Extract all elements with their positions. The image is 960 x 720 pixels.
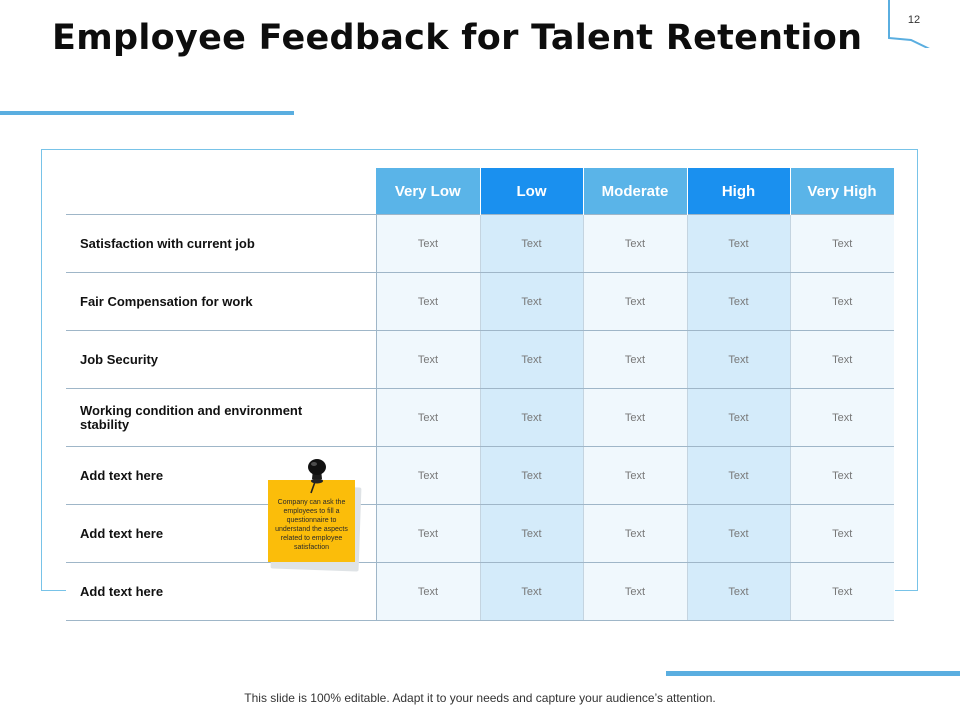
header-blank-cell	[66, 168, 376, 215]
row-label: Satisfaction with current job	[66, 214, 377, 273]
table-cell: Text	[583, 214, 688, 273]
table-cell: Text	[376, 330, 481, 389]
row-label: Fair Compensation for work	[66, 272, 377, 331]
table-row: Working condition and environment stabil…	[66, 388, 894, 447]
table-row: Job Security Text Text Text Text Text	[66, 330, 894, 389]
column-header: Low	[480, 168, 584, 215]
table-row: Add text here Text Text Text Text Text	[66, 562, 894, 621]
table-cell: Text	[376, 504, 481, 563]
table-cell: Text	[480, 272, 584, 331]
column-header: Very High	[790, 168, 895, 215]
table-cell: Text	[480, 562, 584, 621]
feedback-table: Very Low Low Moderate High Very High Sat…	[66, 168, 895, 621]
table-cell: Text	[687, 504, 791, 563]
table-row: Satisfaction with current job Text Text …	[66, 214, 894, 273]
sticky-note: Company can ask the employees to fill a …	[268, 480, 362, 572]
table-cell: Text	[687, 562, 791, 621]
table-cell: Text	[687, 272, 791, 331]
table-cell: Text	[790, 272, 894, 331]
table-row: Add text here Text Text Text Text Text	[66, 504, 894, 563]
table-cell: Text	[790, 214, 894, 273]
table-cell: Text	[480, 330, 584, 389]
table-cell: Text	[790, 388, 894, 447]
table-cell: Text	[376, 214, 481, 273]
table-cell: Text	[687, 388, 791, 447]
table-cell: Text	[583, 272, 688, 331]
row-label: Working condition and environment stabil…	[66, 388, 377, 447]
title-underline-accent	[0, 111, 294, 115]
table-cell: Text	[687, 214, 791, 273]
page-number-tab	[888, 0, 930, 48]
table-cell: Text	[687, 446, 791, 505]
table-cell: Text	[480, 446, 584, 505]
page-number: 12	[907, 14, 921, 26]
table-cell: Text	[583, 330, 688, 389]
table-cell: Text	[687, 330, 791, 389]
table-cell: Text	[790, 504, 894, 563]
table-row: Add text here Text Text Text Text Text	[66, 446, 894, 505]
table-cell: Text	[583, 562, 688, 621]
sticky-note-text: Company can ask the employees to fill a …	[275, 499, 348, 551]
table-cell: Text	[790, 562, 894, 621]
table-cell: Text	[583, 504, 688, 563]
column-header: High	[687, 168, 791, 215]
table-cell: Text	[376, 388, 481, 447]
page-title: Employee Feedback for Talent Retention	[52, 18, 863, 58]
table-row: Fair Compensation for work Text Text Tex…	[66, 272, 894, 331]
column-header: Moderate	[583, 168, 688, 215]
table-cell: Text	[376, 272, 481, 331]
row-label: Add text here	[66, 562, 377, 621]
table-header-row: Very Low Low Moderate High Very High	[66, 168, 895, 215]
table-cell: Text	[480, 504, 584, 563]
table-cell: Text	[583, 388, 688, 447]
table-cell: Text	[480, 214, 584, 273]
table-cell: Text	[376, 562, 481, 621]
row-label: Job Security	[66, 330, 377, 389]
table-cell: Text	[376, 446, 481, 505]
bottom-accent-line	[666, 671, 960, 676]
table-cell: Text	[583, 446, 688, 505]
push-pin-icon	[308, 459, 326, 494]
column-header: Very Low	[376, 168, 481, 215]
table-cell: Text	[790, 330, 894, 389]
table-cell: Text	[790, 446, 894, 505]
footer-note: This slide is 100% editable. Adapt it to…	[244, 691, 716, 705]
sticky-note-paper	[268, 480, 355, 562]
table-cell: Text	[480, 388, 584, 447]
